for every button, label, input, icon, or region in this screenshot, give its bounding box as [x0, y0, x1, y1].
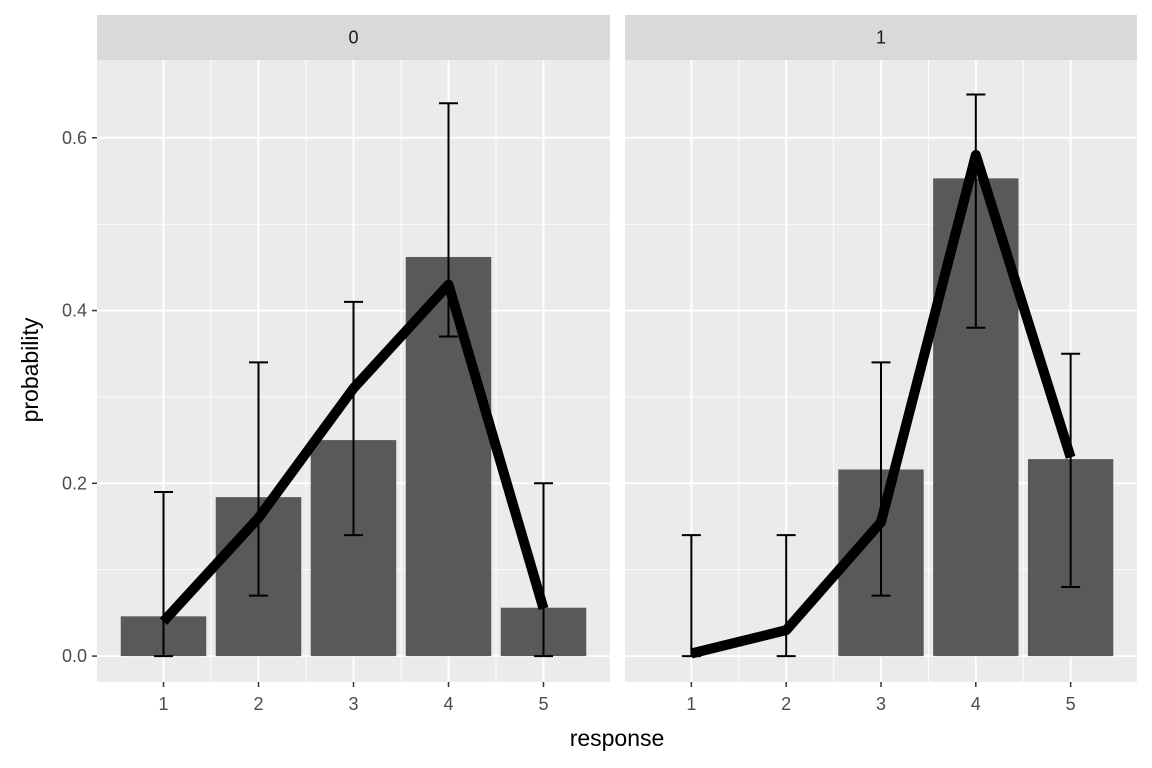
x-tick-label: 3: [876, 694, 886, 714]
y-tick-label: 0.6: [62, 128, 87, 148]
x-tick-label: 2: [253, 694, 263, 714]
x-tick-label: 3: [348, 694, 358, 714]
series-line-0: [159, 279, 549, 625]
x-tick-label: 1: [158, 694, 168, 714]
y-tick-label: 0.0: [62, 646, 87, 666]
x-tick-label: 4: [971, 694, 981, 714]
x-tick-label: 2: [781, 694, 791, 714]
series-line-1: [690, 150, 1076, 659]
x-tick-label: 5: [1066, 694, 1076, 714]
facet-strip-label-1: 1: [876, 28, 886, 48]
y-tick-label: 0.4: [62, 301, 87, 321]
y-tick-label: 0.2: [62, 473, 87, 493]
x-tick-label: 5: [538, 694, 548, 714]
x-axis-title: response: [570, 725, 665, 751]
facet-strip-1: [625, 15, 1137, 60]
facet-strip-0: [97, 15, 610, 60]
x-tick-label: 1: [686, 694, 696, 714]
y-axis-title: probability: [17, 317, 43, 422]
facet-strip-label-0: 0: [348, 28, 358, 48]
x-tick-label: 4: [443, 694, 453, 714]
